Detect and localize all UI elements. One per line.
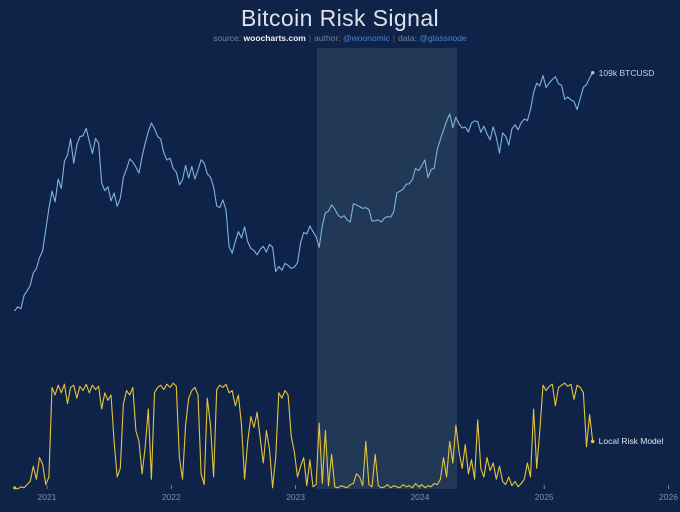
risk-model-line [14,382,594,490]
page-title: Bitcoin Risk Signal [240,5,440,31]
separator: | [392,33,396,43]
risk-end-marker [590,439,595,444]
chart-attribution: source: woocharts.com | author: @woonomic |… [0,33,680,43]
price-end-marker [590,70,595,75]
x-axis-label: 2026 [659,492,678,502]
x-axis-label: 2023 [286,492,305,502]
separator: | [308,33,312,43]
x-axis-label: 2021 [38,492,57,502]
x-axis-label: 2024 [410,492,429,502]
btc-price-line [14,72,594,312]
data-handle-link[interactable]: @glassnode [419,33,467,43]
source-label: source: [213,33,242,43]
author-handle-link[interactable]: @woonomic [342,33,390,43]
x-axis-label: 2022 [162,492,181,502]
risk-end-label: Local Risk Model [598,436,664,447]
risk-start-marker [13,486,17,490]
source-site: woocharts.com [243,33,306,43]
x-axis-label: 2025 [535,492,554,502]
highlight-band [316,48,458,489]
price-end-label: 109k BTCUSD [598,67,655,78]
author-label: author: [314,33,341,43]
data-label: data: [398,33,417,43]
